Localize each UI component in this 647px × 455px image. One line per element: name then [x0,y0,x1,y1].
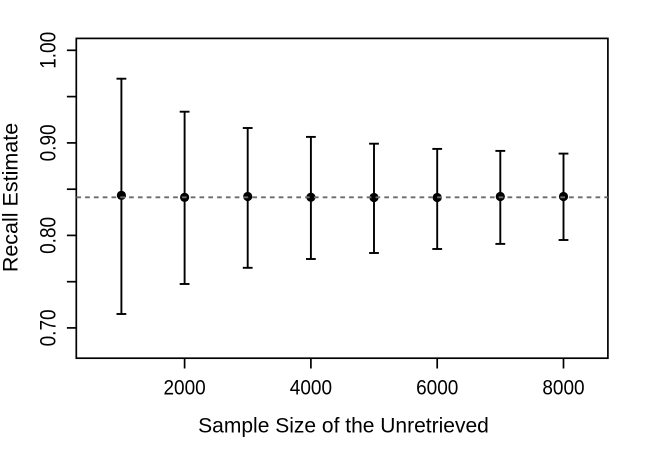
svg-text:0.90: 0.90 [36,124,61,161]
svg-text:Recall Estimate: Recall Estimate [0,123,23,272]
svg-text:Sample Size of the Unretrieved: Sample Size of the Unretrieved [198,415,489,438]
svg-text:4000: 4000 [290,377,332,400]
svg-text:2000: 2000 [163,377,205,400]
svg-text:1.00: 1.00 [36,32,61,69]
svg-text:6000: 6000 [416,377,458,400]
svg-text:0.80: 0.80 [36,217,61,254]
svg-text:0.70: 0.70 [36,309,61,346]
svg-text:8000: 8000 [542,377,584,400]
